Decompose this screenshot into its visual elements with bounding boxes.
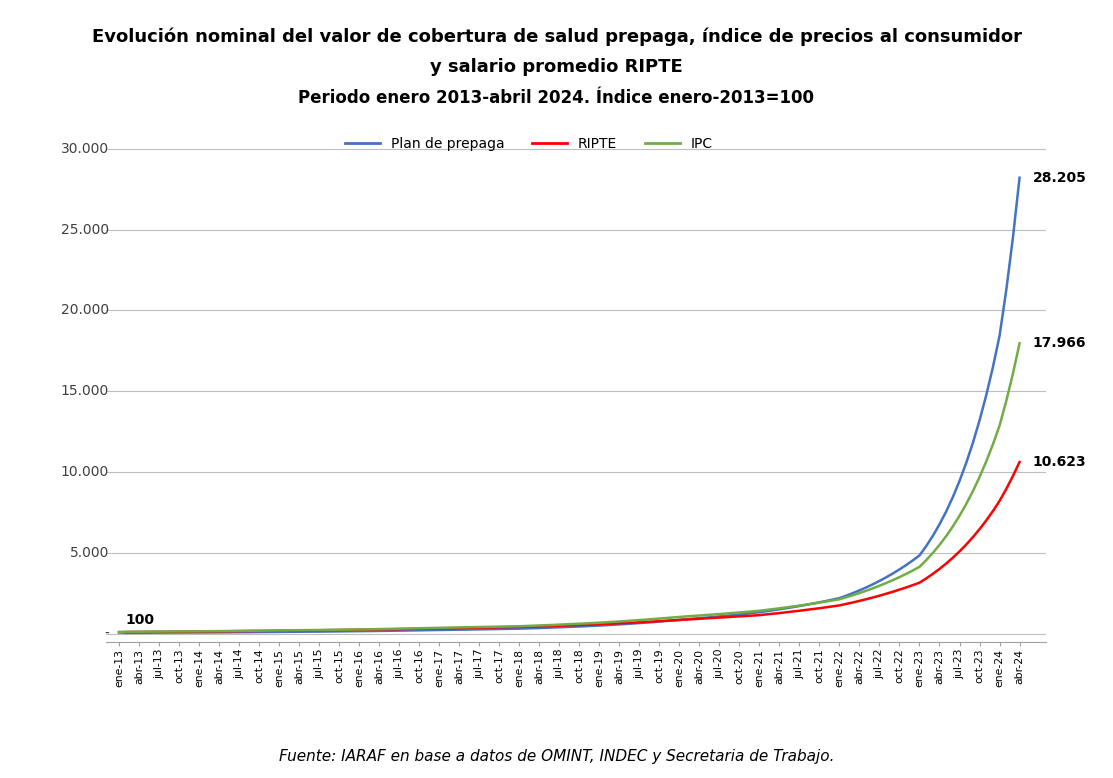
Text: 17.966: 17.966	[1033, 336, 1086, 350]
Text: 20.000: 20.000	[61, 303, 109, 317]
Text: 100: 100	[126, 613, 155, 627]
Text: 25.000: 25.000	[61, 223, 109, 237]
Text: Fuente: IARAF en base a datos de OMINT, INDEC y Secretaria de Trabajo.: Fuente: IARAF en base a datos de OMINT, …	[278, 749, 835, 764]
Text: Evolución nominal del valor de cobertura de salud prepaga, índice de precios al : Evolución nominal del valor de cobertura…	[91, 27, 1022, 46]
Text: y salario promedio RIPTE: y salario promedio RIPTE	[430, 58, 683, 76]
Text: 10.623: 10.623	[1033, 455, 1086, 469]
Text: 5.000: 5.000	[70, 546, 109, 560]
Text: Periodo enero 2013-abril 2024. Índice enero-2013=100: Periodo enero 2013-abril 2024. Índice en…	[298, 89, 815, 107]
Text: 15.000: 15.000	[61, 384, 109, 398]
Text: 28.205: 28.205	[1033, 170, 1086, 184]
Legend: Plan de prepaga, RIPTE, IPC: Plan de prepaga, RIPTE, IPC	[339, 131, 719, 156]
Text: 30.000: 30.000	[61, 142, 109, 156]
Text: -: -	[105, 627, 109, 641]
Text: 10.000: 10.000	[61, 465, 109, 479]
